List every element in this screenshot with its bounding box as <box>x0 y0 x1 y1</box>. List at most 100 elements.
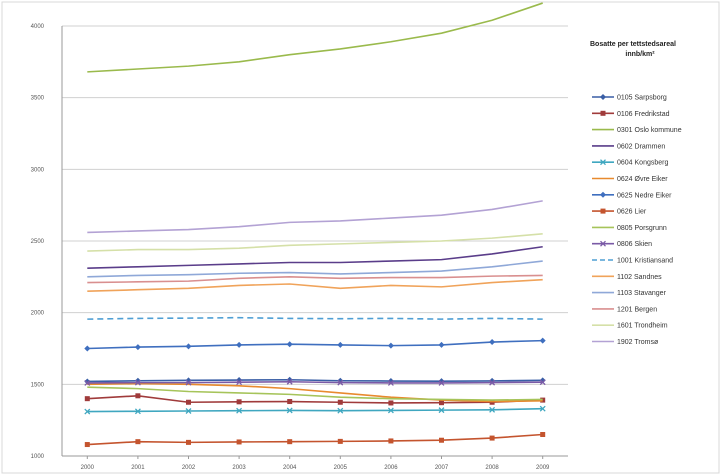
series-9-point-9 <box>539 379 546 386</box>
legend-item-5: 0624 Øvre Eiker <box>592 176 668 183</box>
x-tick-label-2002: 2002 <box>182 465 196 471</box>
series-4-point-7 <box>438 407 445 414</box>
series-13 <box>87 274 543 284</box>
y-tick-label-1500: 1500 <box>31 382 45 388</box>
legend-label-15: 1902 Tromsø <box>617 339 659 346</box>
series-line-3 <box>87 245 543 270</box>
series-6-point-5 <box>337 341 344 348</box>
legend-item-1: 0106 Fredrikstad <box>592 110 670 118</box>
series-9-point-1 <box>134 379 141 386</box>
series-7-point-3 <box>236 439 242 445</box>
legend-label-13: 1201 Bergen <box>617 306 657 313</box>
series-line-15 <box>87 200 543 234</box>
legend-item-12: 1103 Stavanger <box>592 290 667 297</box>
legend-item-2: 0301 Oslo kommune <box>592 127 682 134</box>
series-line-11 <box>87 278 543 292</box>
x-tick-label-2009: 2009 <box>536 465 550 471</box>
series-9-point-4 <box>286 378 293 385</box>
series-line-1 <box>87 394 543 404</box>
series-line-0 <box>87 378 543 383</box>
series-7-point-9 <box>540 432 546 437</box>
series-7-point-5 <box>337 438 343 444</box>
legend-label-1: 0106 Fredrikstad <box>617 111 670 118</box>
series-line-10 <box>87 316 543 320</box>
series-line-14 <box>87 233 543 252</box>
legend-item-6: 0625 Nedre Eiker <box>592 191 672 199</box>
series-6-point-8 <box>489 339 496 346</box>
legend-label-14: 1601 Trondheim <box>617 323 668 330</box>
series-4-point-3 <box>236 407 243 414</box>
y-tick-label-1000: 1000 <box>31 454 45 460</box>
legend-label-6: 0625 Nedre Eiker <box>617 192 672 199</box>
series-1-point-0 <box>84 396 90 402</box>
series-7-point-1 <box>135 439 141 445</box>
legend-label-4: 0604 Kongsberg <box>617 160 668 167</box>
legend-marker-4 <box>600 159 606 166</box>
series-4-point-1 <box>134 408 141 415</box>
series-6-point-6 <box>387 342 394 349</box>
legend-item-4: 0604 Kongsberg <box>592 159 668 167</box>
legend-item-13: 1201 Bergen <box>592 306 657 313</box>
legend-title-line-1: Bosatte per tettstedsareal <box>590 41 676 48</box>
series-7 <box>84 432 546 448</box>
series-line-12 <box>87 260 543 278</box>
x-tick-label-2006: 2006 <box>384 465 398 471</box>
series-9-point-7 <box>438 379 445 386</box>
series-line-13 <box>87 274 543 284</box>
series-6-point-1 <box>134 344 141 351</box>
series-2 <box>87 2 543 73</box>
legend-label-8: 0805 Porsgrunn <box>617 225 667 232</box>
series-12 <box>87 260 543 278</box>
series-7-point-7 <box>439 437 444 443</box>
y-tick-label-4000: 4000 <box>31 24 45 30</box>
legend-marker-0 <box>600 94 606 100</box>
series-6 <box>84 337 546 352</box>
legend-item-9: 0806 Skien <box>592 240 652 248</box>
y-tick-label-2000: 2000 <box>31 311 45 317</box>
legend-marker-9 <box>600 240 606 247</box>
legend-item-14: 1601 Trondheim <box>592 323 668 330</box>
x-tick-label-2001: 2001 <box>131 465 145 471</box>
y-tick-label-2500: 2500 <box>31 239 45 245</box>
legend-item-11: 1102 Sandnes <box>592 274 662 281</box>
series-1-point-2 <box>186 399 191 405</box>
x-axis: 2000 2001 2002 2003 2004 2005 2006 2007 2008 2009 <box>62 455 568 471</box>
series-6-point-2 <box>185 343 192 350</box>
series-6-point-7 <box>438 341 445 348</box>
series-line-5 <box>87 382 543 403</box>
series-line-6 <box>87 339 543 350</box>
series-line-8 <box>87 386 543 401</box>
plot-area <box>84 2 546 448</box>
series-7-point-6 <box>388 438 394 444</box>
series-4-point-6 <box>387 407 394 414</box>
series-7-point-2 <box>186 439 191 445</box>
series-9-point-5 <box>337 379 344 386</box>
series-1-point-1 <box>135 393 141 399</box>
series-8 <box>87 386 543 401</box>
series-line-7 <box>87 433 543 446</box>
series-14 <box>87 233 543 252</box>
series-line-2 <box>87 2 543 73</box>
series-5 <box>87 382 543 403</box>
x-tick-label-2000: 2000 <box>81 465 95 471</box>
legend-item-3: 0602 Drammen <box>592 143 665 150</box>
series-1-point-5 <box>337 399 343 405</box>
legend-item-8: 0805 Porsgrunn <box>592 225 667 232</box>
x-tick-label-2005: 2005 <box>334 465 348 471</box>
series-11 <box>87 278 543 292</box>
series-4-point-8 <box>489 406 496 413</box>
legend-item-15: 1902 Tromsø <box>592 339 659 346</box>
legend-label-7: 0626 Lier <box>617 209 647 216</box>
series-6-point-9 <box>539 337 546 344</box>
x-tick-label-2007: 2007 <box>435 465 449 471</box>
x-tick-label-2008: 2008 <box>485 465 499 471</box>
series-9-point-8 <box>489 379 496 386</box>
series-7-point-4 <box>287 439 293 445</box>
series-9 <box>84 378 546 386</box>
series-10 <box>87 316 543 320</box>
series-7-point-8 <box>489 435 495 441</box>
legend-label-10: 1001 Kristiansand <box>617 258 673 265</box>
series-9-point-3 <box>236 379 243 386</box>
